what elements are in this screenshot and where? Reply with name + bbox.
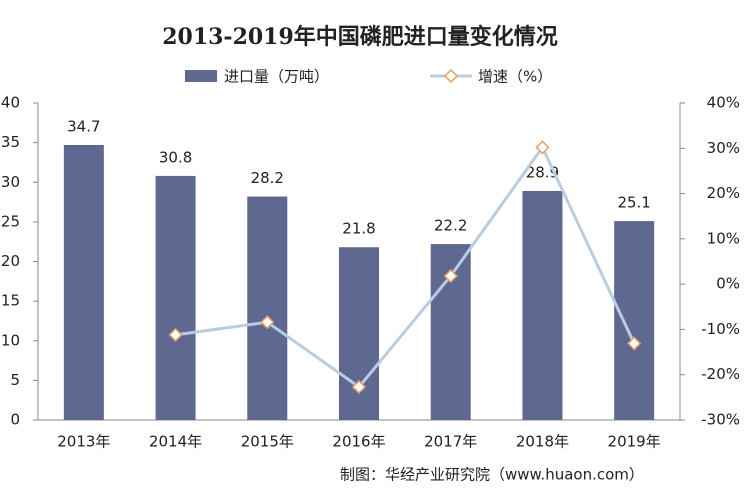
y-tick-label: 35 bbox=[1, 133, 20, 151]
marker bbox=[443, 268, 458, 284]
x-tick-label: 2017年 bbox=[424, 433, 477, 451]
y-tick-label: 15 bbox=[1, 292, 20, 310]
x-tick-label: 2018年 bbox=[516, 433, 569, 451]
bar bbox=[155, 175, 196, 420]
marker bbox=[351, 379, 367, 395]
y-tick-label: 10 bbox=[1, 331, 20, 349]
x-tick-label: 2019年 bbox=[608, 433, 661, 451]
y2-tick-label: -20% bbox=[701, 365, 740, 383]
y-tick-label: 20 bbox=[1, 252, 20, 270]
bar bbox=[522, 190, 563, 420]
value-label: 22.2 bbox=[434, 217, 467, 235]
bar bbox=[339, 247, 379, 420]
legend-label: 进口量（万吨） bbox=[224, 68, 329, 86]
x-tick-label: 2013年 bbox=[57, 433, 110, 451]
y-tick-label: 5 bbox=[10, 371, 20, 389]
y-tick-label: 25 bbox=[1, 212, 20, 230]
y-tick-label: 30 bbox=[1, 173, 20, 191]
marker bbox=[627, 336, 642, 351]
marker bbox=[260, 315, 275, 330]
x-tick-label: 2015年 bbox=[241, 433, 294, 451]
value-label: 34.7 bbox=[67, 118, 100, 136]
bar bbox=[63, 145, 104, 420]
value-label: 30.8 bbox=[159, 148, 192, 166]
line bbox=[175, 144, 636, 389]
legend-marker bbox=[443, 68, 459, 84]
marker bbox=[168, 327, 183, 342]
chart-title: 2013-2019年中国磷肥进口量变化情况 bbox=[162, 24, 558, 50]
y-tick-label: 40 bbox=[1, 94, 20, 112]
y2-tick-label: 0% bbox=[716, 275, 740, 293]
y2-tick-label: -30% bbox=[701, 411, 740, 429]
y2-tick-label: 40% bbox=[707, 94, 740, 112]
bar bbox=[247, 196, 288, 420]
bar bbox=[614, 221, 655, 420]
marker bbox=[535, 140, 550, 155]
y2-tick-label: 30% bbox=[707, 139, 740, 157]
y2-tick-label: 10% bbox=[707, 229, 740, 247]
value-label: 25.1 bbox=[617, 194, 650, 212]
value-label: 28.2 bbox=[251, 169, 284, 187]
x-tick-label: 2016年 bbox=[332, 433, 385, 451]
value-label: 21.8 bbox=[342, 220, 375, 238]
source-note: 制图：华经产业研究院（www.huaon.com） bbox=[340, 466, 644, 484]
y-tick-label: 0 bbox=[10, 411, 20, 429]
legend-label: 增速（%） bbox=[478, 68, 552, 86]
x-tick-label: 2014年 bbox=[149, 433, 202, 451]
legend-swatch bbox=[185, 70, 217, 82]
y2-tick-label: -10% bbox=[701, 320, 740, 338]
y2-tick-label: 20% bbox=[707, 184, 740, 202]
